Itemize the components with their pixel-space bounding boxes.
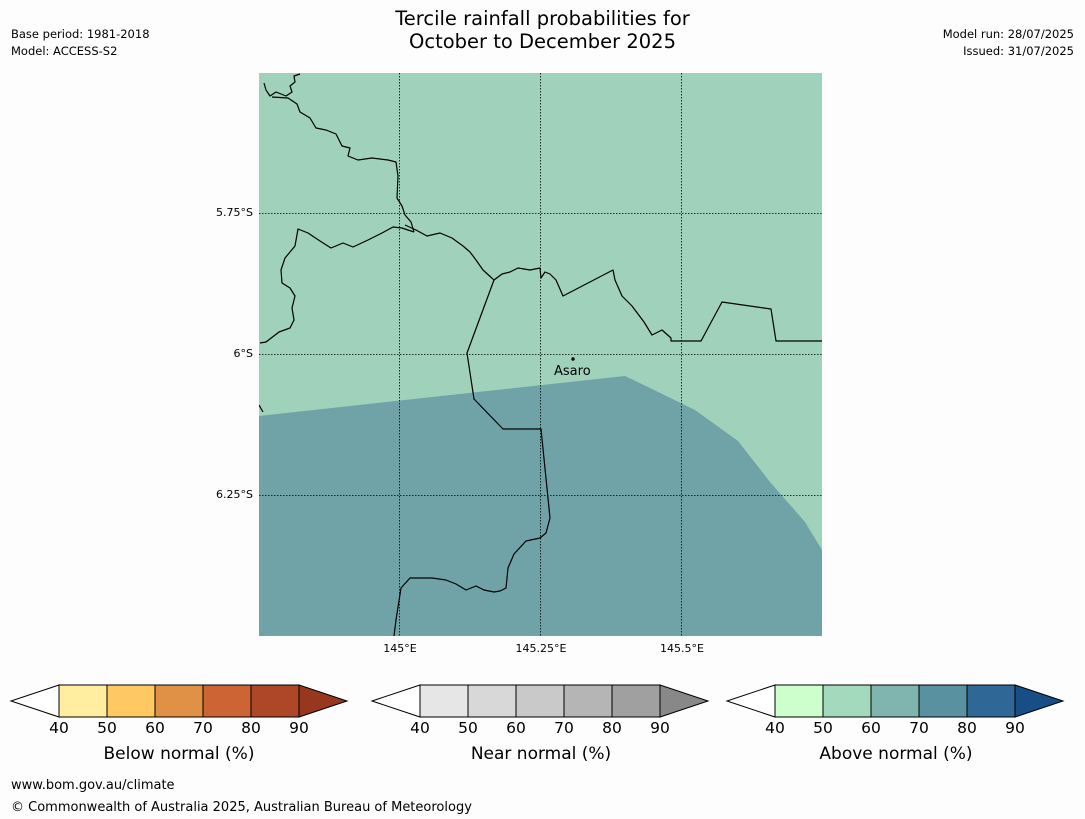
model-run-text: Model run: 28/07/2025 — [942, 27, 1074, 41]
probability-map — [259, 73, 822, 636]
run-info: Model run: 28/07/2025 Issued: 31/07/2025 — [943, 26, 1074, 60]
tick-below-80: 80 — [241, 719, 261, 737]
tick-above-60: 60 — [861, 719, 881, 737]
lat-label-6-25s: 6.25°S — [216, 488, 253, 501]
tick-near-40: 40 — [410, 719, 430, 737]
tick-below-90: 90 — [289, 719, 309, 737]
lat-label-6s: 6°S — [233, 347, 253, 360]
title-line-2: October to December 2025 — [409, 30, 676, 53]
footer-copyright: © Commonwealth of Australia 2025, Austra… — [11, 800, 472, 815]
place-label-asaro: Asaro — [554, 364, 591, 379]
base-period-text: Base period: 1981-2018 — [11, 27, 150, 41]
colorbar-title-below: Below normal (%) — [103, 744, 255, 764]
title-line-1: Tercile rainfall probabilities for — [395, 7, 690, 30]
footer: www.bom.gov.au/climate © Commonwealth of… — [11, 775, 472, 819]
lon-label-145-25e: 145.25°E — [515, 642, 567, 655]
tick-below-60: 60 — [145, 719, 165, 737]
tick-above-40: 40 — [765, 719, 785, 737]
model-text: Model: ACCESS-S2 — [11, 44, 118, 58]
tick-above-80: 80 — [957, 719, 977, 737]
tick-above-50: 50 — [813, 719, 833, 737]
province-borders — [259, 73, 822, 636]
colorbar-below-normal — [9, 684, 349, 718]
tick-near-70: 70 — [554, 719, 574, 737]
tick-below-70: 70 — [193, 719, 213, 737]
tick-above-70: 70 — [909, 719, 929, 737]
tick-near-80: 80 — [602, 719, 622, 737]
colorbar-above-normal — [725, 684, 1065, 718]
model-info: Base period: 1981-2018 Model: ACCESS-S2 — [11, 26, 150, 60]
issued-text: Issued: 31/07/2025 — [963, 44, 1074, 58]
lon-label-145e: 145°E — [383, 642, 417, 655]
gridlines — [259, 73, 822, 636]
lon-label-145-5e: 145.5°E — [660, 642, 704, 655]
colorbar-near-normal — [370, 684, 710, 718]
map-title: Tercile rainfall probabilities for Octob… — [0, 7, 1085, 53]
asaro-marker — [571, 357, 575, 361]
tick-below-50: 50 — [97, 719, 117, 737]
tick-near-90: 90 — [650, 719, 670, 737]
tick-below-40: 40 — [49, 719, 69, 737]
tick-near-50: 50 — [458, 719, 478, 737]
footer-url: www.bom.gov.au/climate — [11, 778, 175, 793]
tick-above-90: 90 — [1005, 719, 1025, 737]
lat-label-5-75s: 5.75°S — [216, 206, 253, 219]
colorbar-title-near: Near normal (%) — [470, 744, 612, 764]
colorbar-title-above: Above normal (%) — [819, 744, 973, 764]
tick-near-60: 60 — [506, 719, 526, 737]
